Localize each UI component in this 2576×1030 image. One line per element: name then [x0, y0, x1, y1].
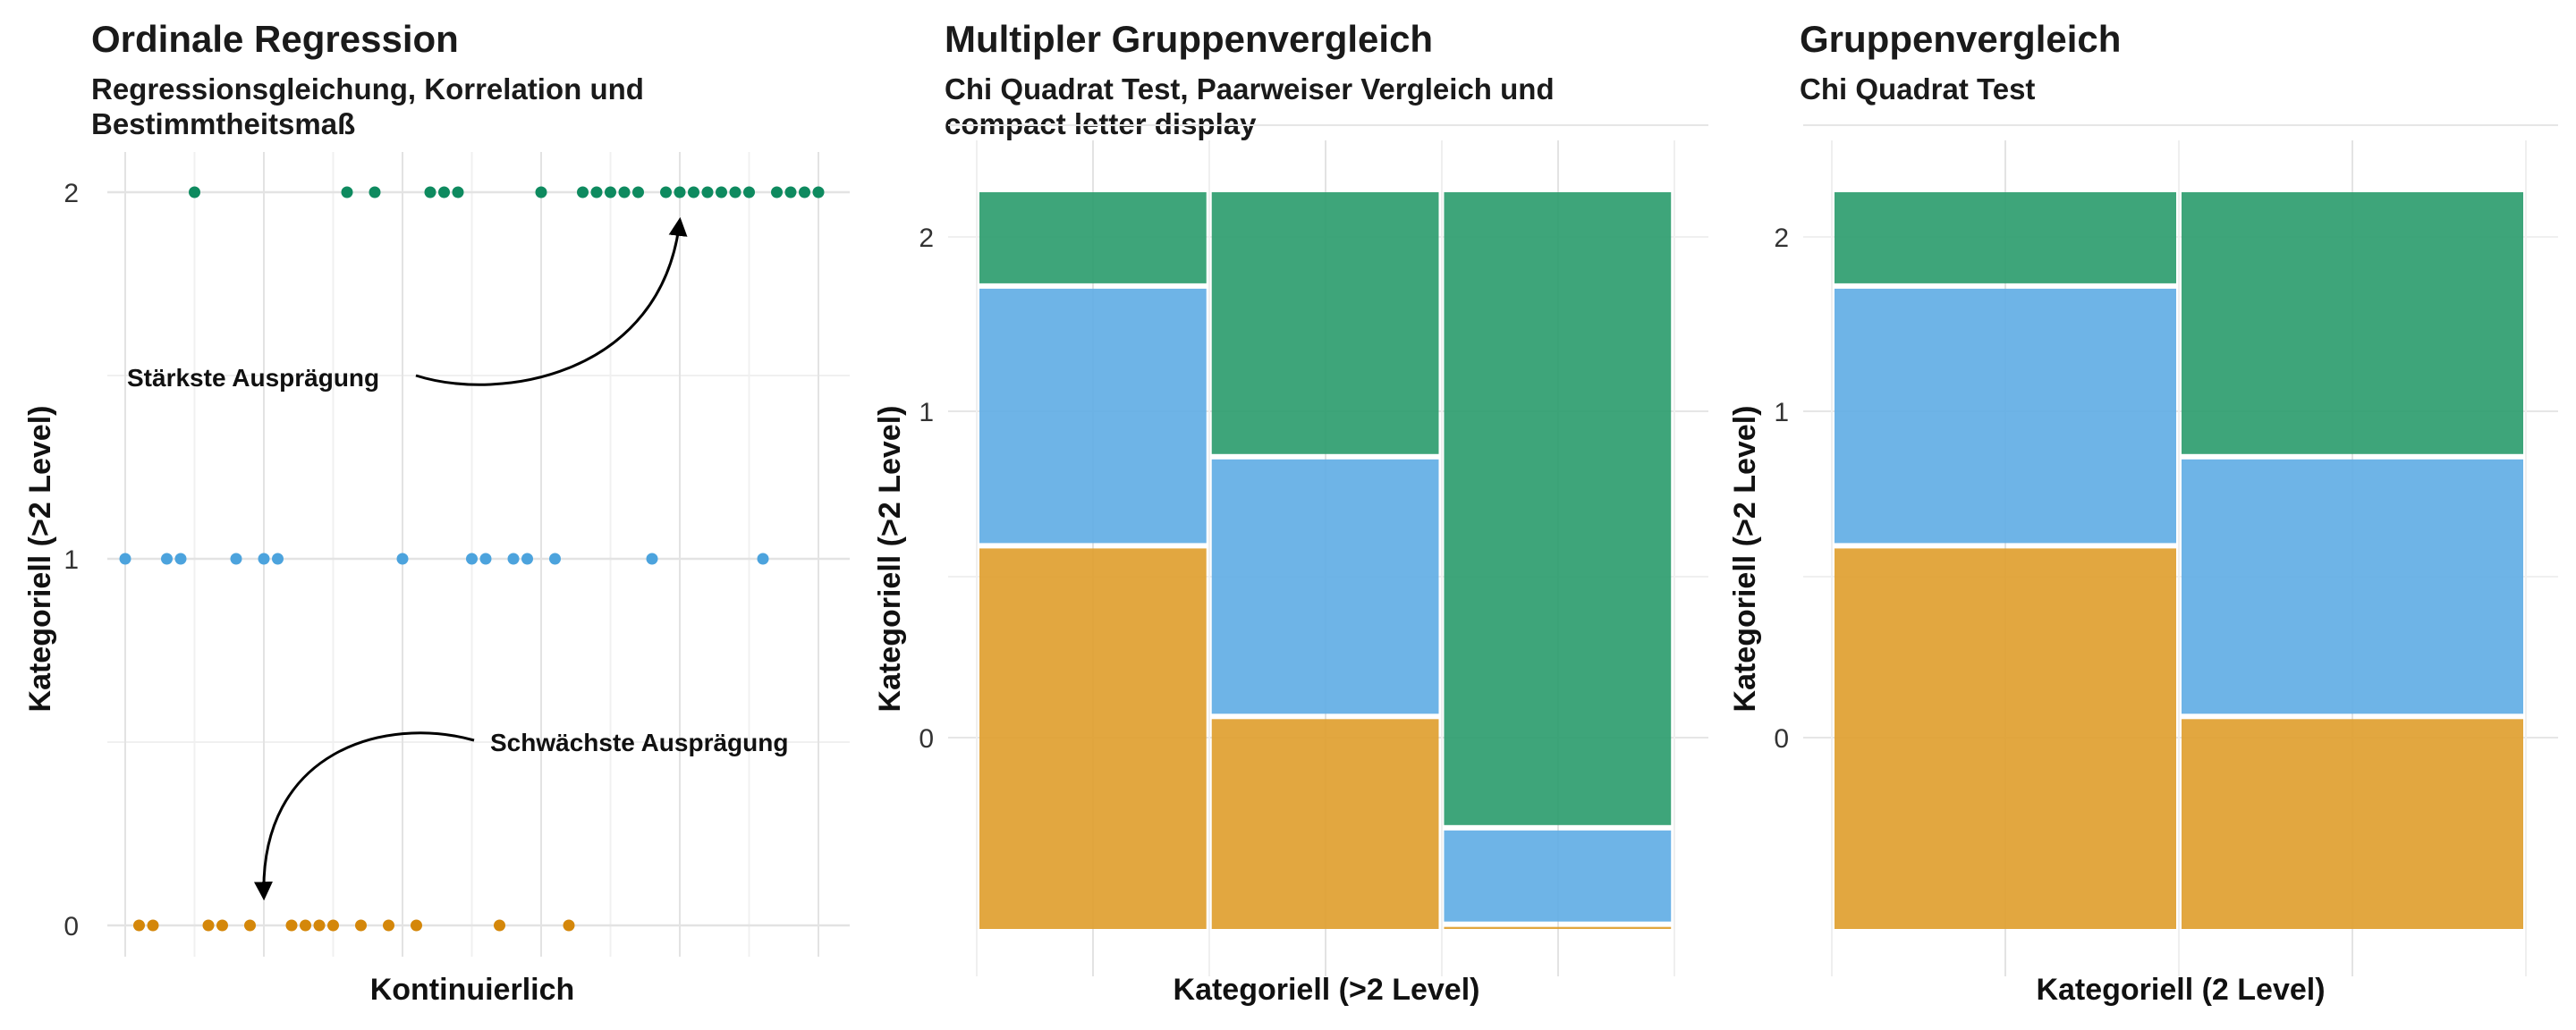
- mosaic-tile-0: [979, 548, 1207, 929]
- x-axis-title: Kategoriell (2 Level): [2036, 973, 2325, 1007]
- data-point: [729, 186, 741, 198]
- data-point: [646, 553, 658, 565]
- y-axis-title: Kategoriell (>2 Level): [873, 406, 907, 713]
- data-point: [716, 186, 727, 198]
- mosaic-tile-1: [1211, 459, 1439, 714]
- chart-subtitle: Regressionsgleichung, Korrelation und Be…: [91, 72, 644, 140]
- chart-subtitle: Chi Quadrat Test, Paarweiser Vergleich u…: [945, 72, 1555, 140]
- data-point: [411, 919, 422, 932]
- panel-multiple-group-comparison: Multipler Gruppenvergleich Chi Quadrat T…: [859, 0, 1717, 1030]
- data-point: [202, 919, 215, 932]
- y-tick-label: 1: [1774, 398, 1789, 427]
- data-point: [688, 186, 699, 198]
- data-point: [272, 553, 284, 565]
- data-point: [216, 919, 228, 932]
- data-point: [605, 186, 616, 198]
- data-point: [230, 553, 242, 565]
- data-point: [757, 553, 769, 565]
- data-point: [341, 186, 353, 198]
- data-point: [507, 553, 520, 565]
- chart-title: Gruppenvergleich: [1800, 18, 2122, 60]
- data-point: [590, 186, 603, 198]
- data-point: [452, 186, 464, 198]
- mosaic-tile-1: [979, 288, 1207, 544]
- annotation-label: Schwächste Ausprägung: [490, 729, 788, 756]
- y-tick-label: 2: [64, 179, 79, 208]
- data-point: [174, 553, 187, 565]
- mosaic-plot: 2 1 0 Kategoriell (>2 Level) Kategoriell (>2…: [873, 124, 1708, 1007]
- y-tick-label: 2: [919, 224, 934, 253]
- panel-ordinal-regression: Ordinale Regression Regressionsgleichung…: [0, 0, 859, 1030]
- annotation-arrow: [415, 216, 688, 386]
- data-point: [521, 553, 533, 565]
- y-axis-title: Kategoriell (>2 Level): [23, 406, 57, 713]
- data-point: [424, 186, 436, 198]
- data-point: [161, 553, 173, 565]
- data-point: [189, 186, 200, 198]
- data-point: [494, 919, 505, 932]
- chart-subtitle: Chi Quadrat Test: [1800, 72, 2036, 106]
- data-point: [313, 919, 326, 932]
- mosaic-plot: 2 1 0 Kategoriell (2 Level) Kategoriell (>2 …: [1728, 124, 2558, 1007]
- annotation-label: Stärkste Ausprägung: [127, 364, 379, 392]
- mosaic-tile-0: [1211, 719, 1439, 929]
- mosaic-tile-2: [1835, 192, 2176, 283]
- data-point: [784, 186, 797, 198]
- chart-title: Ordinale Regression: [91, 18, 459, 60]
- annotation-arrow: [254, 731, 475, 901]
- data-point: [577, 186, 589, 198]
- y-tick-label: 0: [64, 912, 79, 941]
- chart-title: Multipler Gruppenvergleich: [945, 18, 1434, 60]
- data-point: [244, 919, 256, 932]
- data-point: [383, 919, 394, 932]
- data-point: [535, 186, 547, 198]
- y-tick-label: 2: [1774, 224, 1789, 253]
- data-point: [355, 919, 367, 932]
- mosaic-tile-2: [1211, 192, 1439, 454]
- data-point: [327, 919, 339, 932]
- mosaic-tile-1: [1444, 830, 1672, 922]
- data-point: [119, 553, 131, 565]
- mosaic-tile-2: [979, 192, 1207, 283]
- x-axis-title: Kontinuierlich: [370, 973, 575, 1007]
- data-point: [300, 919, 311, 932]
- data-point: [618, 186, 631, 198]
- data-point: [674, 186, 686, 198]
- data-point: [479, 553, 492, 565]
- data-point: [466, 553, 478, 565]
- y-tick-label: 1: [919, 398, 934, 427]
- data-point: [285, 919, 298, 932]
- data-point: [563, 919, 575, 932]
- panel-group-comparison: Gruppenvergleich Chi Quadrat Test 2 1 0 Kat…: [1717, 0, 2576, 1030]
- data-point: [660, 186, 672, 198]
- data-point: [799, 186, 810, 198]
- data-point: [147, 919, 159, 932]
- y-tick-label: 1: [64, 545, 79, 575]
- mosaic-tile-2: [1444, 192, 1672, 825]
- data-point: [133, 919, 145, 932]
- y-tick-label: 0: [919, 724, 934, 754]
- data-point: [396, 553, 409, 565]
- data-point: [258, 553, 270, 565]
- y-axis-title: Kategoriell (>2 Level): [1728, 406, 1762, 713]
- data-point: [771, 186, 783, 198]
- mosaic-tile-2: [2182, 192, 2523, 454]
- scatter-plot: 0 1 2 Stärkste Ausprägung Schwächste Auspräg…: [23, 152, 850, 1007]
- mosaic-tile-0: [2182, 719, 2523, 929]
- mosaic-tile-1: [1835, 288, 2176, 544]
- data-point: [549, 553, 561, 565]
- data-point: [812, 186, 825, 198]
- mosaic-tile-0: [1444, 926, 1672, 929]
- data-point: [369, 186, 381, 198]
- mosaic-tile-1: [2182, 459, 2523, 714]
- data-point: [632, 186, 644, 198]
- y-tick-label: 0: [1774, 724, 1789, 754]
- x-axis-title: Kategoriell (>2 Level): [1174, 973, 1480, 1007]
- data-point: [701, 186, 714, 198]
- data-point: [438, 186, 450, 198]
- data-point: [743, 186, 755, 198]
- mosaic-tile-0: [1835, 548, 2176, 929]
